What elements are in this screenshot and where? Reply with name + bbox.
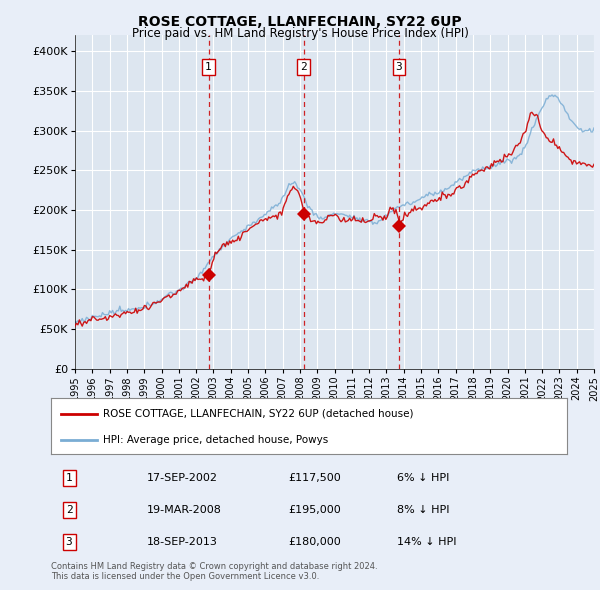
Text: £195,000: £195,000 — [289, 505, 341, 515]
Text: 3: 3 — [65, 537, 73, 547]
Text: 2: 2 — [65, 505, 73, 515]
Text: 2: 2 — [300, 62, 307, 72]
Text: 18-SEP-2013: 18-SEP-2013 — [146, 537, 217, 547]
Text: Price paid vs. HM Land Registry's House Price Index (HPI): Price paid vs. HM Land Registry's House … — [131, 27, 469, 40]
Text: ROSE COTTAGE, LLANFECHAIN, SY22 6UP (detached house): ROSE COTTAGE, LLANFECHAIN, SY22 6UP (det… — [103, 409, 413, 419]
Text: 1: 1 — [65, 473, 73, 483]
Text: 17-SEP-2002: 17-SEP-2002 — [146, 473, 217, 483]
Text: 6% ↓ HPI: 6% ↓ HPI — [397, 473, 449, 483]
Text: 8% ↓ HPI: 8% ↓ HPI — [397, 505, 449, 515]
Text: 14% ↓ HPI: 14% ↓ HPI — [397, 537, 456, 547]
Text: Contains HM Land Registry data © Crown copyright and database right 2024.
This d: Contains HM Land Registry data © Crown c… — [51, 562, 377, 581]
Text: ROSE COTTAGE, LLANFECHAIN, SY22 6UP: ROSE COTTAGE, LLANFECHAIN, SY22 6UP — [138, 15, 462, 29]
Text: HPI: Average price, detached house, Powys: HPI: Average price, detached house, Powy… — [103, 435, 328, 445]
Text: £117,500: £117,500 — [289, 473, 341, 483]
Text: 19-MAR-2008: 19-MAR-2008 — [146, 505, 221, 515]
Text: 1: 1 — [205, 62, 212, 72]
Text: 3: 3 — [395, 62, 402, 72]
Text: £180,000: £180,000 — [289, 537, 341, 547]
